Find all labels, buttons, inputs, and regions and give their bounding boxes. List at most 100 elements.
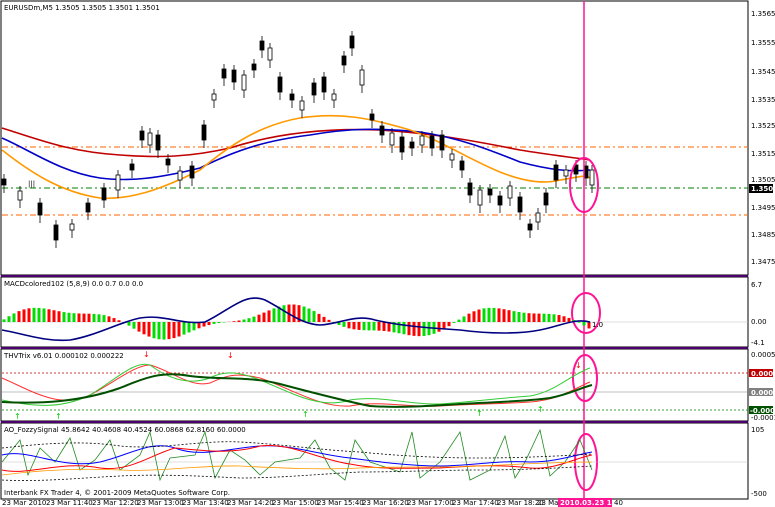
macd-histogram-bar xyxy=(462,316,466,322)
candle-body xyxy=(17,190,23,201)
macd-histogram-bar xyxy=(297,305,301,322)
price-tick: 1.3525 xyxy=(751,122,775,130)
candle-body xyxy=(535,212,541,223)
ao-lower-band xyxy=(1,465,593,481)
candle-body xyxy=(165,158,171,166)
candle-body xyxy=(389,132,395,146)
price-tick: 1.3545 xyxy=(751,68,775,76)
macd-histogram-bar xyxy=(392,322,396,333)
candle-body xyxy=(449,153,455,161)
macd-histogram-bar xyxy=(507,310,511,322)
macd-histogram-bar xyxy=(107,316,111,322)
candle-body xyxy=(359,69,365,86)
candle-body xyxy=(553,164,559,181)
macd-histogram-bar xyxy=(27,308,31,322)
candle-body xyxy=(517,196,523,213)
candle-body xyxy=(429,135,435,149)
candle-body xyxy=(1,178,7,186)
macd-histogram-bar xyxy=(272,308,276,322)
trix-axis-tick: 0.0003 xyxy=(751,370,775,378)
macd-histogram-bar xyxy=(337,322,341,325)
macd-histogram-bar xyxy=(302,306,306,322)
highlight-ellipse-price xyxy=(569,157,599,213)
macd-axis-tick: -4.1 xyxy=(751,339,765,347)
candle-body xyxy=(289,93,295,101)
macd-histogram-bar xyxy=(372,322,376,331)
macd-histogram-bar xyxy=(532,313,536,322)
time-tick: 23 Mar 15:40 xyxy=(317,499,364,507)
price-tick: 1.3505 xyxy=(751,176,775,184)
macd-histogram-bar xyxy=(92,313,96,322)
time-tick: 23 Mar 17:40 xyxy=(452,499,499,507)
candle-body xyxy=(85,202,91,213)
macd-histogram-bar xyxy=(182,322,186,335)
macd-histogram-bar xyxy=(547,313,551,322)
candle-body xyxy=(129,163,135,171)
ao-title: AO_FozzySignal 45.8642 40.4608 40.4524 6… xyxy=(4,426,246,434)
macd-histogram-bar xyxy=(322,316,326,322)
candle-body xyxy=(101,187,107,201)
macd-histogram-bar xyxy=(502,309,506,322)
macd-histogram-bar xyxy=(342,322,346,327)
sell-arrow-icon: ↓ xyxy=(143,350,150,359)
macd-histogram-bar xyxy=(267,310,271,322)
price-tick: 1.3555 xyxy=(751,39,775,47)
price-tick: 1.3515 xyxy=(751,150,775,158)
time-tick: 23 Mar 11:40 xyxy=(46,499,93,507)
macd-histogram-bar xyxy=(527,313,531,322)
time-tick: 23 Mar 17:00 xyxy=(407,499,454,507)
candle-body xyxy=(115,174,121,191)
time-tick-tail: 40 xyxy=(614,499,623,507)
macd-histogram-bar xyxy=(42,308,46,322)
trix-level-box xyxy=(749,369,773,377)
ma-red-line xyxy=(1,127,591,161)
macd-histogram-bar xyxy=(152,322,156,339)
macd-histogram-bar xyxy=(437,322,441,332)
macd-histogram-bar xyxy=(137,322,141,332)
macd-histogram-bar xyxy=(217,322,221,324)
macd-histogram-bar xyxy=(187,322,191,333)
macd-histogram-bar xyxy=(132,322,136,329)
macd-axis-tick: 0.00 xyxy=(751,318,767,326)
macd-histogram-bar xyxy=(517,312,521,322)
macd-histogram-bar xyxy=(22,309,26,322)
trix-title: THVTrix v6.01 0.000102 0.000222 xyxy=(3,352,124,360)
macd-histogram-bar xyxy=(282,305,286,322)
macd-histogram-bar xyxy=(207,322,211,326)
macd-histogram-bar xyxy=(147,322,151,337)
chart-title: EURUSDm,M5 1.3505 1.3505 1.3501 1.3501 xyxy=(4,4,160,12)
time-tick: 23 Mar 13:40 xyxy=(182,499,229,507)
macd-histogram-bar xyxy=(492,307,496,322)
macd-histogram-bar xyxy=(377,322,381,331)
macd-histogram-bar xyxy=(172,322,176,339)
price-tick: 1.3565 xyxy=(751,10,775,18)
candle-body xyxy=(399,136,405,153)
candle-body xyxy=(177,170,183,181)
macd-histogram-bar xyxy=(587,322,591,329)
macd-histogram-bar xyxy=(277,306,281,322)
time-tick: 23 Mar 2010 xyxy=(2,499,46,507)
macd-histogram-bar xyxy=(12,313,16,322)
macd-histogram-bar xyxy=(307,308,311,322)
macd-histogram-bar xyxy=(117,320,121,322)
macd-histogram-bar xyxy=(317,313,321,322)
candle-body xyxy=(241,74,247,91)
current-price-box xyxy=(749,184,773,193)
macd-histogram-bar xyxy=(212,322,216,324)
ao-axis-tick: 105 xyxy=(751,426,764,434)
cursor-time-box xyxy=(558,498,612,507)
candle-body xyxy=(201,124,207,141)
candlestick-series[interactable] xyxy=(1,31,595,248)
macd-histogram-bar xyxy=(192,322,196,331)
candle-body xyxy=(155,134,161,151)
ma-blue-line xyxy=(1,128,591,181)
candle-body xyxy=(507,185,513,199)
macd-histogram-bar xyxy=(237,320,241,322)
time-tick: 23 Mar 14:20 xyxy=(227,499,274,507)
macd-histogram-bar xyxy=(312,311,316,322)
macd-histogram-bar xyxy=(407,322,411,336)
macd-histogram-bar xyxy=(47,309,51,322)
macd-histogram-bar xyxy=(542,313,546,322)
macd-histogram-bar xyxy=(472,311,476,322)
